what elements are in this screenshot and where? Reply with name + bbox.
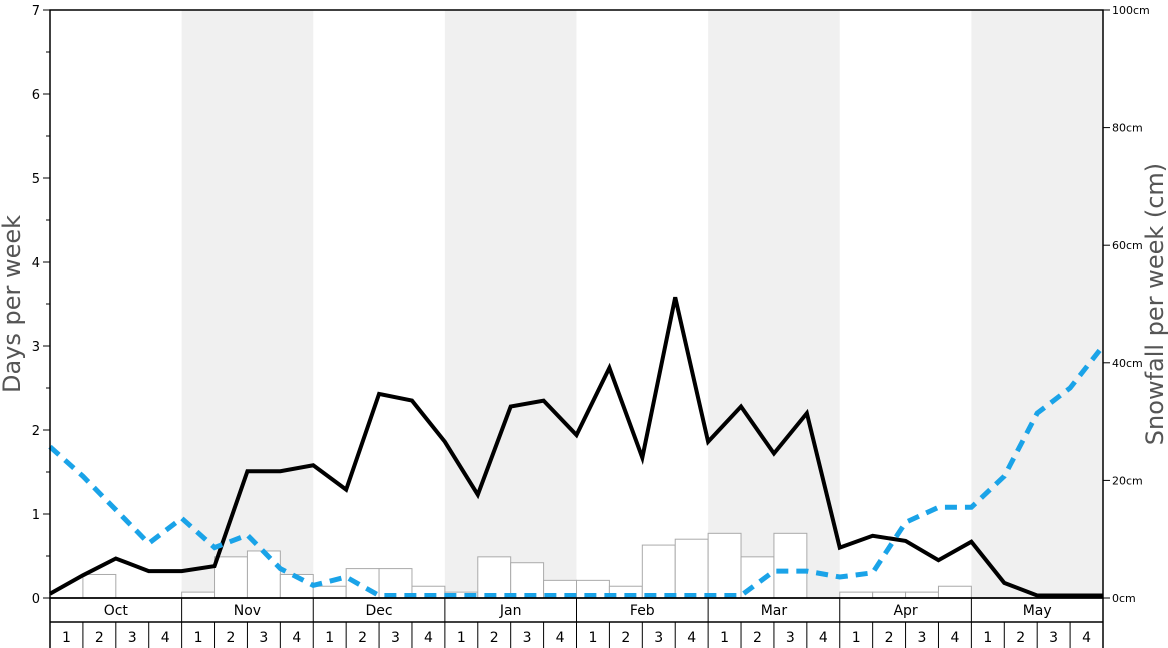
snowfall-bar [839,591,874,599]
data-lines [48,296,1105,598]
week-label: 4 [819,630,828,646]
week-label: 3 [1049,630,1058,646]
x-axis: Oct 1 2 3 4 Nov 1 2 3 4 Dec 1 2 3 4 Jan 1 2 3 4 Feb 1 2 3 4 Mar 1 2… [49,597,1104,648]
right-tick-label: 0cm [1112,592,1136,605]
month-label-mar: Mar [761,603,788,619]
left-axis-title: Days per week [0,215,26,393]
week-label: 1 [852,630,861,646]
month-label-feb: Feb [630,603,655,619]
month-label-jan: Jan [499,603,522,619]
week-label: 2 [1016,630,1025,646]
week-label: 2 [490,630,499,646]
week-label: 3 [786,630,795,646]
left-tick-label: 5 [32,172,40,187]
snowfall-bar [905,591,939,599]
week-label: 2 [885,630,894,646]
week-label: 4 [161,630,170,646]
snowfall-bar [937,585,972,599]
week-label: 1 [457,630,466,646]
week-label: 2 [621,630,630,646]
snowfall-bar [510,562,545,599]
dashed-line [48,344,1105,598]
week-label: 1 [62,630,71,646]
week-label: 3 [391,630,400,646]
snowfall-bar [312,585,347,599]
left-tick-label: 7 [32,4,40,19]
week-label: 2 [358,630,367,646]
month-label-nov: Nov [234,603,261,619]
week-label: 3 [128,630,137,646]
left-tick-label: 3 [32,340,40,355]
week-label: 4 [950,630,959,646]
month-bands [181,10,1103,598]
left-tick-label: 2 [32,424,40,439]
snowfall-bar [246,550,281,599]
right-tick-label: 40cm [1112,357,1143,370]
week-label: 4 [1082,630,1091,646]
week-label: 3 [918,630,927,646]
month-band-mar [708,10,840,598]
snowfall-bar [773,532,808,599]
month-band-jan [444,10,577,598]
week-label: 4 [687,630,696,646]
week-label: 2 [95,630,104,646]
snowfall-bar [214,556,248,599]
month-band-nov [181,10,314,598]
right-axis: 0cm 20cm 40cm 60cm 80cm 100cm [1103,4,1150,605]
right-axis-title: Snowfall per week (cm) [1141,163,1168,445]
snowfall-bar [477,556,512,599]
right-tick-label: 60cm [1112,239,1143,252]
right-tick-label: 20cm [1112,474,1143,487]
week-label: 2 [227,630,236,646]
month-label-apr: Apr [893,603,917,619]
week-label: 1 [194,630,203,646]
left-tick-label: 6 [32,88,40,103]
snowfall-bar [872,591,907,599]
snowfall-bar [181,591,216,599]
right-tick-label: 100cm [1112,4,1150,17]
week-label: 4 [292,630,301,646]
week-label: 3 [654,630,663,646]
week-label: 3 [259,630,268,646]
week-label: 1 [983,630,992,646]
month-band-may [971,10,1103,598]
snowfall-bar [641,544,676,599]
left-tick-label: 4 [32,256,40,271]
week-label: 1 [588,630,597,646]
week-label: 3 [523,630,532,646]
week-label: 1 [720,630,729,646]
week-label: 4 [556,630,565,646]
month-label-dec: Dec [366,603,393,619]
snowfall-bar [707,532,742,599]
snowfall-bar [82,573,117,599]
week-label: 1 [325,630,334,646]
right-tick-label: 80cm [1112,122,1143,135]
week-label: 4 [424,630,433,646]
month-label-oct: Oct [104,603,129,619]
left-tick-label: 1 [32,508,40,523]
week-label: 2 [753,630,762,646]
left-tick-label: 0 [32,592,40,607]
snow-days-line [49,296,1103,598]
month-label-may: May [1023,603,1052,619]
left-axis: 0 1 2 3 4 5 6 7 [32,4,50,607]
snowfall-bar [674,538,709,599]
